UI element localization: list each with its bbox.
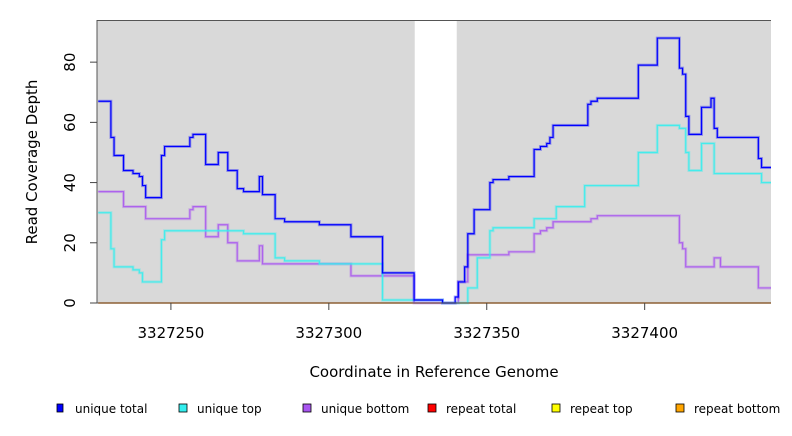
y-tick-label: 80 — [61, 53, 79, 72]
legend-item: unique top — [178, 402, 262, 416]
x-axis-label: Coordinate in Reference Genome — [309, 363, 558, 381]
x-tick-label: 3327350 — [453, 324, 520, 342]
shaded-region — [456, 20, 771, 303]
shaded-region — [97, 20, 415, 303]
y-tick-label: 60 — [61, 113, 79, 132]
legend-swatch-icon — [178, 403, 188, 413]
x-tick-label: 3327250 — [138, 324, 205, 342]
legend-swatch-icon — [551, 403, 561, 413]
series-line-unique-total — [98, 37, 771, 304]
shaded-regions — [97, 20, 771, 303]
y-tick-label: 20 — [61, 233, 79, 252]
y-ticks: 0 20 40 60 80 — [61, 53, 97, 308]
legend-label: repeat total — [446, 402, 516, 416]
series-line-unique-bottom — [98, 191, 771, 304]
y-axis-label: Read Coverage Depth — [23, 80, 41, 245]
legend-item: repeat total — [427, 402, 516, 416]
x-tick-label: 3327300 — [295, 324, 362, 342]
legend-item: unique bottom — [302, 402, 409, 416]
legend-swatch-icon — [56, 403, 64, 413]
legend-swatch-icon — [427, 403, 437, 413]
y-tick-label: 0 — [61, 298, 79, 308]
y-tick-label: 40 — [61, 173, 79, 192]
legend-label: repeat top — [570, 402, 633, 416]
legend-swatch-icon — [675, 403, 685, 413]
x-tick-label: 3327400 — [611, 324, 678, 342]
legend: unique total unique top unique bottom repea… — [56, 402, 780, 416]
legend-label: unique bottom — [321, 402, 409, 416]
x-ticks: 3327250 3327300 3327350 3327400 — [138, 303, 678, 342]
series-line-unique-top — [98, 124, 771, 304]
legend-label: unique top — [197, 402, 262, 416]
legend-swatch-icon — [302, 403, 312, 413]
legend-item: repeat bottom — [675, 402, 780, 416]
legend-label: unique total — [75, 402, 147, 416]
legend-label: repeat bottom — [694, 402, 780, 416]
legend-item: unique total — [56, 402, 147, 416]
legend-item: repeat top — [551, 402, 633, 416]
